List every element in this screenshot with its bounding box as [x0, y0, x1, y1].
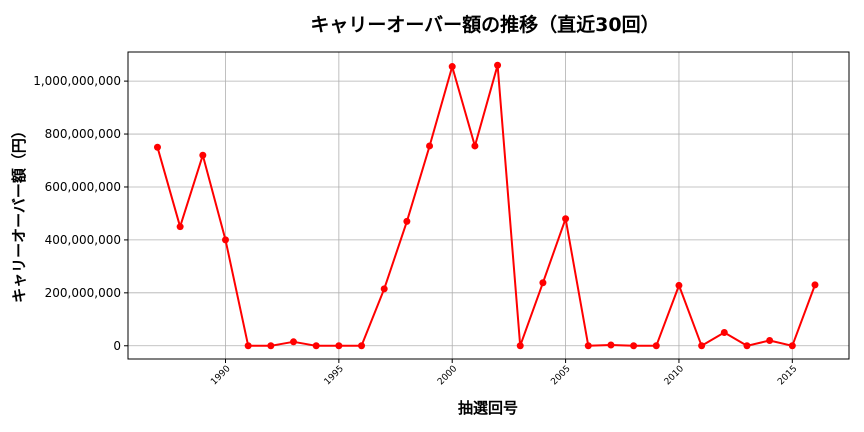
x-tick-label: 1990 — [209, 364, 232, 387]
plot-frame — [127, 51, 850, 360]
data-point — [494, 61, 502, 69]
x-tick-label: 2010 — [663, 364, 686, 387]
data-point — [448, 63, 456, 71]
y-tick-label: 600,000,000 — [45, 180, 121, 194]
data-point — [539, 279, 547, 287]
data-point — [290, 338, 298, 346]
x-tick-label: 2015 — [776, 364, 799, 387]
data-point — [811, 281, 819, 289]
y-tick-label: 200,000,000 — [45, 286, 121, 300]
data-point — [743, 342, 751, 350]
data-point — [720, 329, 728, 337]
data-point — [312, 342, 320, 350]
data-point — [698, 342, 706, 350]
x-tick-label: 2000 — [436, 364, 459, 387]
series-line — [156, 64, 816, 347]
data-point — [221, 236, 229, 244]
y-tick-label: 400,000,000 — [45, 233, 121, 247]
data-point — [652, 342, 660, 350]
data-point — [199, 151, 207, 159]
y-axis: 0 200,000,000 400,000,000 600,000,000 800,00… — [33, 74, 128, 353]
x-axis-title: 抽選回号 — [458, 399, 518, 417]
x-axis: 1990 1995 2000 2005 2010 2015 — [209, 359, 799, 387]
y-tick-label: 1,000,000,000 — [33, 74, 121, 88]
x-tick-label: 2005 — [549, 364, 572, 387]
data-point — [403, 217, 411, 225]
plot-area — [153, 61, 819, 350]
data-point — [562, 215, 570, 223]
chart-title: キャリーオーバー額の推移（直近30回） — [310, 13, 659, 36]
data-point — [267, 342, 275, 350]
data-point — [335, 342, 343, 350]
x-tick-label: 1995 — [323, 364, 346, 387]
y-axis-title: キャリーオーバー額（円） — [10, 123, 28, 303]
data-point — [471, 142, 479, 150]
data-point — [675, 281, 683, 289]
data-point — [516, 342, 524, 350]
data-point — [788, 342, 796, 350]
data-point — [358, 342, 366, 350]
data-point — [766, 336, 774, 344]
data-point — [244, 342, 252, 350]
data-point — [380, 285, 388, 293]
data-point — [607, 341, 615, 349]
data-point — [630, 342, 638, 350]
data-point — [176, 223, 184, 231]
data-point — [153, 143, 161, 151]
y-tick-label: 800,000,000 — [45, 127, 121, 141]
y-tick-label: 0 — [113, 339, 121, 353]
data-point — [584, 342, 592, 350]
data-point — [426, 142, 434, 150]
